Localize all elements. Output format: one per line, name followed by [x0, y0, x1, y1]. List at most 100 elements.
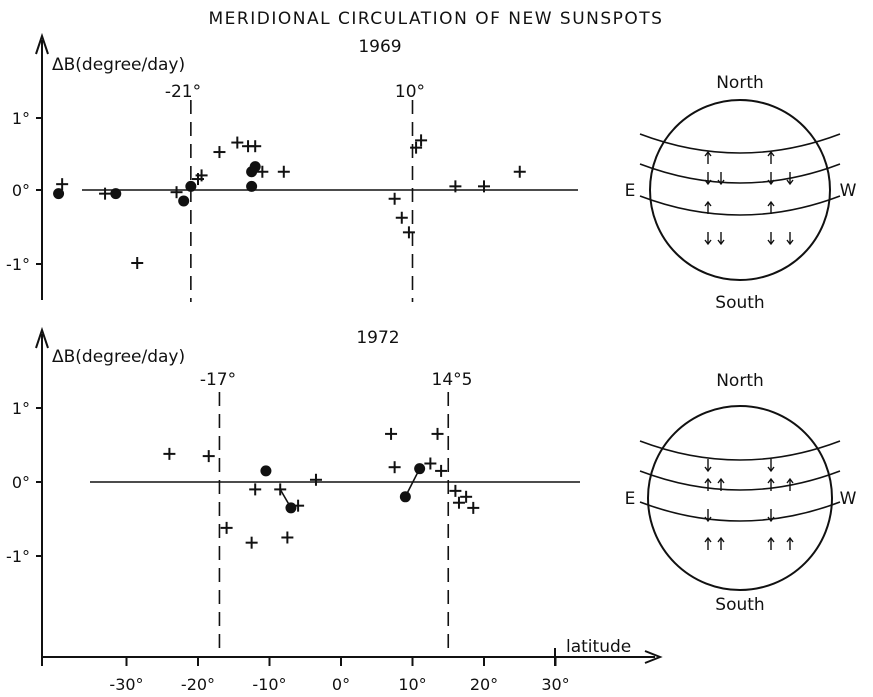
x-axis-arrow: [644, 650, 663, 664]
arrow-down-icon: [704, 232, 712, 246]
plus-marker: [388, 192, 401, 205]
latitude-band: [639, 133, 841, 154]
x-tick-label: 10°: [398, 675, 426, 694]
arrow-up-icon: [704, 200, 712, 214]
y-tick-label: 1°: [12, 109, 30, 128]
plus-marker: [478, 180, 490, 193]
panel-title-1969: 1969: [358, 37, 401, 57]
x-tick-label: 30°: [541, 675, 569, 694]
latitude-band: [639, 440, 841, 461]
plus-marker: [231, 136, 244, 149]
plus-marker: [431, 427, 444, 440]
arrow-down-icon: [704, 509, 712, 523]
plus-marker: [163, 447, 176, 460]
plus-marker: [467, 501, 480, 514]
y-axis-arrow-1969: [35, 32, 49, 55]
arrow-up-icon: [704, 150, 712, 164]
arrow-down-icon: [767, 509, 775, 523]
plus-marker: [281, 531, 294, 544]
x-tick-label: -10°: [252, 675, 286, 694]
plus-marker: [435, 464, 448, 477]
dot-marker: [178, 195, 190, 207]
arrow-up-icon: [704, 536, 712, 550]
y-axis-arrow-1972: [35, 326, 49, 349]
panel-1969: 1° 0° -1° ΔB(degree/day) 1969 -21° 10°: [6, 32, 578, 302]
latitude-band: [639, 501, 841, 522]
plus-marker: [277, 165, 290, 178]
arrow-up-icon: [786, 477, 794, 491]
plus-marker: [402, 226, 415, 239]
sun-diagram-1969: North South E W: [625, 73, 857, 313]
y-axis-label-1972: ΔB(degree/day): [52, 347, 185, 367]
x-axis: latitude -30° -20° -10° 0° 10° 20° 30°: [41, 637, 663, 694]
plus-marker: [388, 461, 401, 474]
y-tick-label: 1°: [12, 399, 30, 418]
arrow-down-icon: [767, 459, 775, 473]
arrow-down-icon: [767, 232, 775, 246]
plus-marker: [131, 257, 144, 269]
plus-marker: [513, 165, 526, 178]
north-label: North: [716, 73, 764, 93]
plus-marker: [395, 211, 408, 224]
arrow-up-icon: [767, 536, 775, 550]
figure-title: MERIDIONAL CIRCULATION OF NEW SUNSPOTS: [209, 9, 664, 29]
x-tick-label: 0°: [332, 675, 350, 694]
plus-marker: [256, 165, 269, 178]
vline-label: 14°5: [432, 370, 473, 390]
arrow-down-icon: [767, 172, 775, 186]
arrow-up-icon: [767, 150, 775, 164]
plus-marker: [195, 169, 208, 182]
latitude-band: [639, 195, 841, 216]
plus-marker: [274, 483, 287, 496]
plus-marker: [415, 134, 428, 147]
arrow-up-icon: [767, 477, 775, 491]
x-tick-label: -20°: [181, 675, 215, 694]
y-tick-label: 0°: [12, 181, 30, 200]
dot-marker: [249, 161, 261, 173]
sun-disk: [649, 99, 831, 281]
vline-label: -21°: [165, 82, 201, 102]
east-label: E: [625, 489, 636, 509]
latitude-band: [639, 470, 841, 491]
plus-marker: [309, 473, 322, 486]
sun-diagram-1972: North South E W: [625, 371, 857, 615]
arrow-down-icon: [717, 232, 725, 246]
west-label: W: [840, 181, 857, 201]
plus-marker: [410, 141, 423, 154]
east-label: E: [625, 181, 636, 201]
plus-marker: [213, 146, 226, 159]
arrow-up-icon: [717, 536, 725, 550]
vline-label: 10°: [395, 82, 425, 102]
y-tick-label: -1°: [6, 255, 30, 274]
arrow-down-icon: [704, 459, 712, 473]
plus-marker: [202, 450, 215, 463]
panel-1972: 1° 0° -1° ΔB(degree/day) 1972 -17° 14°5: [6, 326, 580, 648]
arrow-down-icon: [717, 172, 725, 186]
arrow-down-icon: [786, 172, 794, 186]
panel-title-1972: 1972: [356, 328, 399, 348]
plus-marker: [245, 536, 258, 549]
plus-marker: [99, 187, 112, 200]
y-axis-label-1969: ΔB(degree/day): [52, 55, 185, 75]
plus-marker: [170, 186, 183, 199]
vline-label: -17°: [200, 370, 236, 390]
plus-marker: [220, 521, 233, 534]
arrow-up-icon: [786, 536, 794, 550]
plus-marker: [249, 483, 262, 496]
y-tick-label: -1°: [6, 547, 30, 566]
dot-marker: [53, 188, 65, 200]
plus-marker: [449, 484, 462, 497]
north-label: North: [716, 371, 764, 391]
arrow-up-icon: [767, 200, 775, 214]
dot-marker: [110, 188, 122, 200]
x-axis-label: latitude: [566, 637, 631, 657]
south-label: South: [715, 595, 764, 615]
dot-marker: [260, 465, 272, 477]
plus-marker: [56, 178, 69, 191]
dot-marker: [414, 463, 426, 475]
dot-marker: [285, 502, 297, 514]
x-tick-label: -30°: [109, 675, 143, 694]
south-label: South: [715, 293, 764, 313]
plus-marker: [249, 140, 262, 153]
